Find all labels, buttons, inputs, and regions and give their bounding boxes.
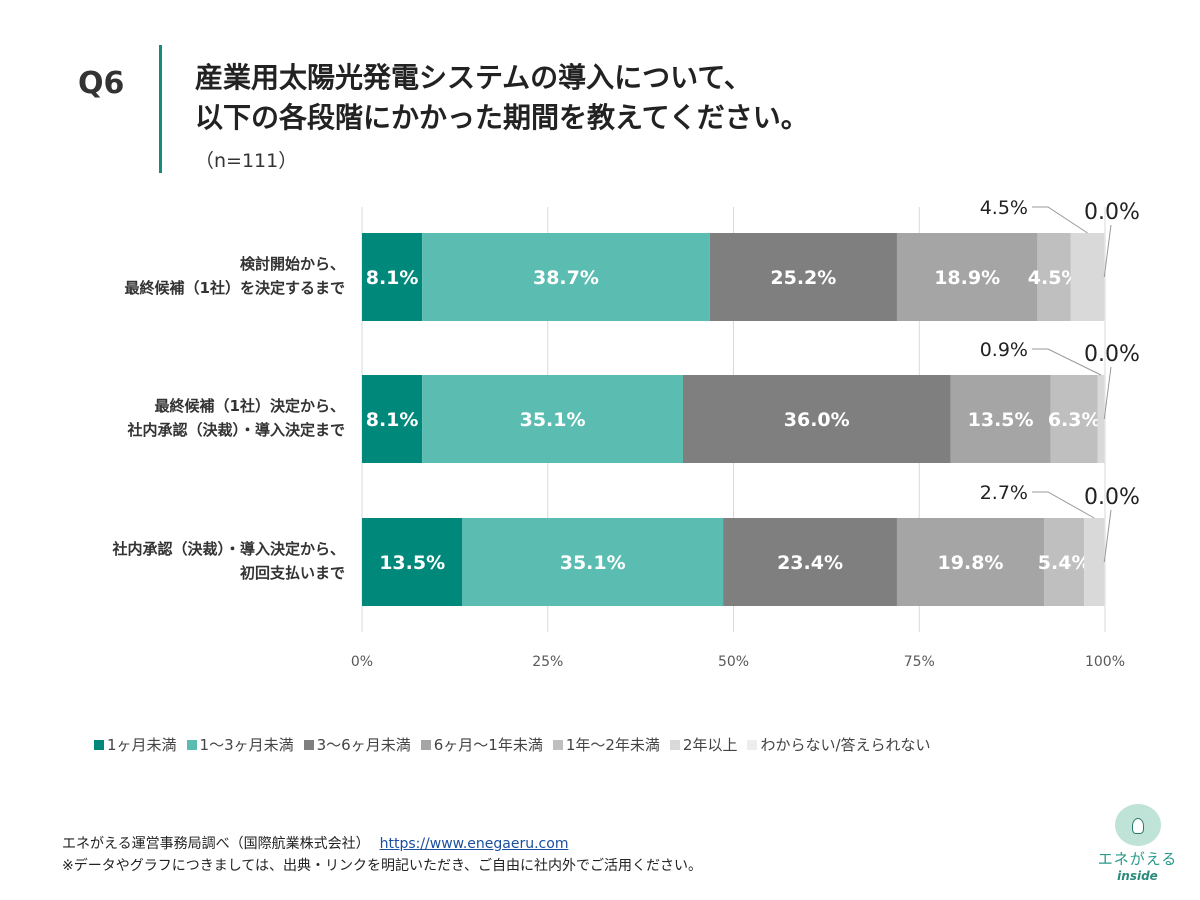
data-label: 8.1% bbox=[366, 267, 419, 289]
bar-segment bbox=[896, 518, 1045, 606]
legend-item: 1〜3ヶ月未満 bbox=[186, 734, 294, 755]
category-label: 最終候補（1社）を決定するまで bbox=[125, 279, 345, 297]
legend-item: 6ヶ月〜1年未満 bbox=[420, 734, 543, 755]
bar-segment bbox=[362, 233, 423, 321]
x-tick-label: 50% bbox=[718, 654, 749, 670]
leader-line bbox=[1032, 491, 1095, 519]
data-label: 2.7% bbox=[980, 482, 1028, 504]
data-label: 13.5% bbox=[968, 409, 1034, 431]
data-label: 0.9% bbox=[980, 339, 1028, 361]
frog-logo-icon bbox=[1114, 804, 1161, 846]
category-label: 社内承認（決裁）・導入決定から、 bbox=[111, 540, 345, 558]
page-title: 産業用太陽光発電システムの導入について、 以下の各段階にかかった期間を教えてくだ… bbox=[195, 58, 809, 138]
x-tick-label: 75% bbox=[904, 654, 935, 670]
bar-segment bbox=[1097, 375, 1105, 463]
usage-note: ※データやグラフにつきましては、出典・リンクを明記いただき、ご自由に社内外でご活… bbox=[62, 858, 703, 874]
question-number: Q6 bbox=[78, 66, 125, 101]
data-label: 19.8% bbox=[938, 552, 1004, 574]
bar-segment bbox=[723, 518, 897, 606]
bar-segment bbox=[1050, 375, 1098, 463]
data-label: 18.9% bbox=[934, 267, 1000, 289]
source-link[interactable]: https://www.enegaeru.com bbox=[379, 836, 569, 852]
data-label: 4.5% bbox=[1028, 267, 1081, 289]
legend-item: わからない/答えられない bbox=[747, 734, 931, 755]
data-label: 0.0% bbox=[1084, 485, 1140, 510]
category-label: 最終候補（1社）決定から、 bbox=[155, 397, 345, 415]
legend-label: 3〜6ヶ月未満 bbox=[316, 736, 411, 754]
data-label: 23.4% bbox=[777, 552, 843, 574]
bar-segment bbox=[682, 375, 951, 463]
bar-segment bbox=[950, 375, 1051, 463]
accent-divider bbox=[159, 45, 162, 173]
category-label: 検討開始から、 bbox=[240, 255, 345, 273]
data-label: 0.0% bbox=[1084, 200, 1140, 225]
enegaeru-logo: エネがえる inside bbox=[1095, 796, 1180, 883]
bar-segment bbox=[422, 375, 683, 463]
title-line-2: 以下の各段階にかかった期間を教えてください。 bbox=[195, 101, 809, 134]
leader-line bbox=[1103, 224, 1112, 278]
footer: エネがえる運営事務局調べ（国際航業株式会社） https://www.enegae… bbox=[62, 833, 702, 877]
title-line-1: 産業用太陽光発電システムの導入について、 bbox=[195, 61, 752, 94]
category-label: 社内承認（決裁）・導入決定まで bbox=[126, 421, 345, 439]
category-label: 初回支払いまで bbox=[240, 564, 345, 582]
leader-line bbox=[1032, 348, 1102, 376]
data-label: 0.0% bbox=[1084, 342, 1140, 367]
legend-label: 1〜3ヶ月未満 bbox=[199, 736, 294, 754]
legend-label: わからない/答えられない bbox=[760, 736, 931, 754]
data-label: 36.0% bbox=[784, 409, 850, 431]
data-label: 35.1% bbox=[560, 552, 626, 574]
logo-text: エネがえる bbox=[1097, 850, 1178, 868]
legend-swatch bbox=[669, 739, 680, 750]
legend-item: 3〜6ヶ月未満 bbox=[303, 734, 411, 755]
legend-swatch bbox=[186, 739, 197, 750]
bar-segment bbox=[896, 233, 1038, 321]
x-tick-label: 25% bbox=[532, 654, 563, 670]
leader-line bbox=[1032, 206, 1088, 234]
legend-swatch bbox=[303, 739, 314, 750]
bar-segment bbox=[1044, 518, 1085, 606]
legend-item: 1年〜2年未満 bbox=[552, 734, 660, 755]
legend-swatch bbox=[747, 739, 758, 750]
legend-swatch bbox=[552, 739, 563, 750]
legend: 1ヶ月未満 1〜3ヶ月未満 3〜6ヶ月未満 6ヶ月〜1年未満 1年〜2年未満 2年以上 わか… bbox=[94, 734, 931, 755]
leader-line bbox=[1103, 509, 1112, 563]
bar-segment bbox=[1070, 233, 1105, 321]
data-label: 6.3% bbox=[1048, 409, 1101, 431]
legend-label: 2年以上 bbox=[682, 736, 738, 754]
data-label: 8.1% bbox=[366, 409, 419, 431]
bar-segment bbox=[362, 518, 463, 606]
bar-segment bbox=[362, 375, 423, 463]
legend-swatch bbox=[94, 739, 104, 750]
data-label: 35.1% bbox=[520, 409, 586, 431]
data-label: 4.5% bbox=[980, 197, 1028, 219]
data-label: 5.4% bbox=[1038, 552, 1091, 574]
bar-segment bbox=[422, 233, 710, 321]
lightbulb-icon bbox=[1131, 818, 1144, 834]
bar-segment bbox=[462, 518, 724, 606]
data-label: 38.7% bbox=[533, 267, 599, 289]
leader-line bbox=[1103, 366, 1112, 420]
data-label: 13.5% bbox=[379, 552, 445, 574]
logo-subtext: inside bbox=[1117, 869, 1158, 883]
bar-segment bbox=[709, 233, 897, 321]
data-label: 25.2% bbox=[770, 267, 836, 289]
bar-segment bbox=[1037, 233, 1071, 321]
x-tick-label: 0% bbox=[351, 654, 373, 670]
stacked-bar-chart: 0% 25% 50% 75% 100% 検討開始から、最終候補（1社）を決定するまで最終候… bbox=[111, 197, 1140, 670]
source-text: エネがえる運営事務局調べ（国際航業株式会社） bbox=[62, 836, 370, 852]
legend-item: 2年以上 bbox=[669, 734, 738, 755]
legend-item: 1ヶ月未満 bbox=[94, 734, 177, 755]
bar-segment bbox=[1084, 518, 1105, 606]
legend-label: 1年〜2年未満 bbox=[565, 736, 660, 754]
x-tick-label: 100% bbox=[1085, 654, 1125, 670]
sample-size: （n=111） bbox=[195, 150, 298, 172]
legend-label: 6ヶ月〜1年未満 bbox=[433, 736, 543, 754]
legend-swatch bbox=[420, 739, 431, 750]
legend-label: 1ヶ月未満 bbox=[107, 736, 177, 754]
